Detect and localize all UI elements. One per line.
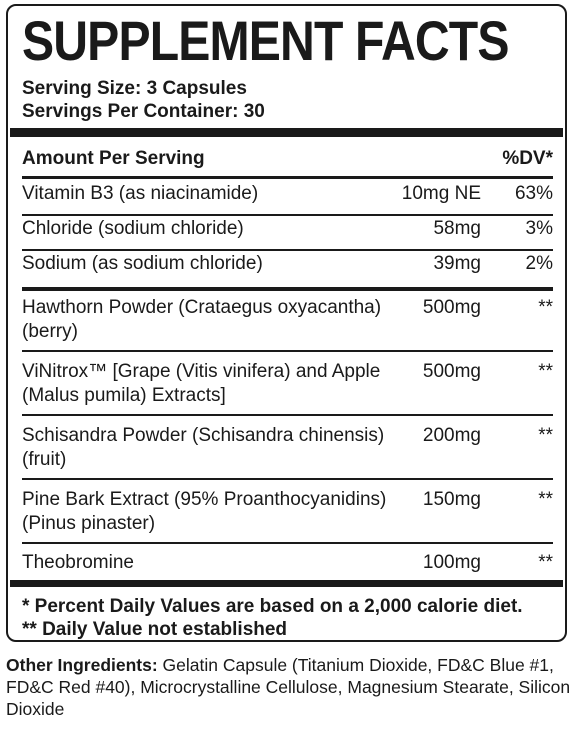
row-divider [22, 542, 553, 544]
nutrient-dv: ** [538, 297, 553, 318]
nutrient-dv: ** [538, 361, 553, 382]
nutrient-name: Schisandra Powder (Schisandra chinensis)… [22, 425, 385, 470]
other-ingredients-text: Gelatin Capsule (Titanium Dioxide, FD&C … [6, 655, 571, 719]
header-divider [22, 176, 553, 179]
row-divider [22, 287, 553, 291]
servings-per-container: Servings Per Container: 30 [22, 101, 265, 122]
panel-content: SUPPLEMENT FACTS Serving Size: 3 Capsule… [10, 6, 563, 640]
nutrient-name: Hawthorn Powder (Crataegus oxyacantha) (… [22, 297, 382, 342]
nutrient-dv: ** [538, 552, 553, 573]
footnote-percent-dv: * Percent Daily Values are based on a 2,… [22, 596, 523, 617]
row-divider [22, 350, 553, 352]
nutrient-name: Sodium (as sodium chloride) [22, 253, 263, 274]
nutrient-dv: ** [538, 489, 553, 510]
nutrient-amount: 500mg [422, 361, 481, 382]
thick-divider-bottom [10, 580, 563, 587]
panel-title: SUPPLEMENT FACTS [22, 9, 509, 72]
supplement-facts-panel: SUPPLEMENT FACTS Serving Size: 3 Capsule… [6, 4, 567, 642]
row-divider [22, 249, 553, 251]
amount-per-serving-header: Amount Per Serving [22, 148, 205, 169]
serving-size: Serving Size: 3 Capsules [22, 78, 247, 99]
other-ingredients: Other Ingredients: Gelatin Capsule (Tita… [6, 654, 572, 720]
row-divider [22, 478, 553, 480]
other-ingredients-label: Other Ingredients: [6, 655, 158, 675]
nutrient-amount: 100mg [422, 552, 481, 573]
nutrient-amount: 500mg [422, 297, 481, 318]
thick-divider-top [10, 128, 563, 137]
nutrient-amount: 39mg [433, 253, 481, 274]
dv-header: %DV* [502, 148, 553, 169]
nutrient-amount: 200mg [422, 425, 481, 446]
nutrient-dv: 3% [525, 218, 553, 239]
row-divider [22, 414, 553, 416]
nutrient-amount: 150mg [422, 489, 481, 510]
nutrient-name: Chloride (sodium chloride) [22, 218, 244, 239]
nutrient-name: Theobromine [22, 552, 134, 573]
nutrient-name: ViNitrox™ [Grape (Vitis vinifera) and Ap… [22, 361, 381, 406]
nutrient-dv: 2% [525, 253, 553, 274]
footnote-dv-not-established: ** Daily Value not established [22, 619, 288, 640]
nutrient-amount: 10mg NE [401, 183, 481, 204]
nutrient-amount: 58mg [433, 218, 481, 239]
nutrient-dv: ** [538, 425, 553, 446]
nutrient-name: Pine Bark Extract (95% Proanthocyanidins… [22, 489, 387, 534]
row-divider [22, 214, 553, 216]
nutrient-name: Vitamin B3 (as niacinamide) [22, 183, 259, 204]
nutrient-dv: 63% [514, 183, 553, 204]
